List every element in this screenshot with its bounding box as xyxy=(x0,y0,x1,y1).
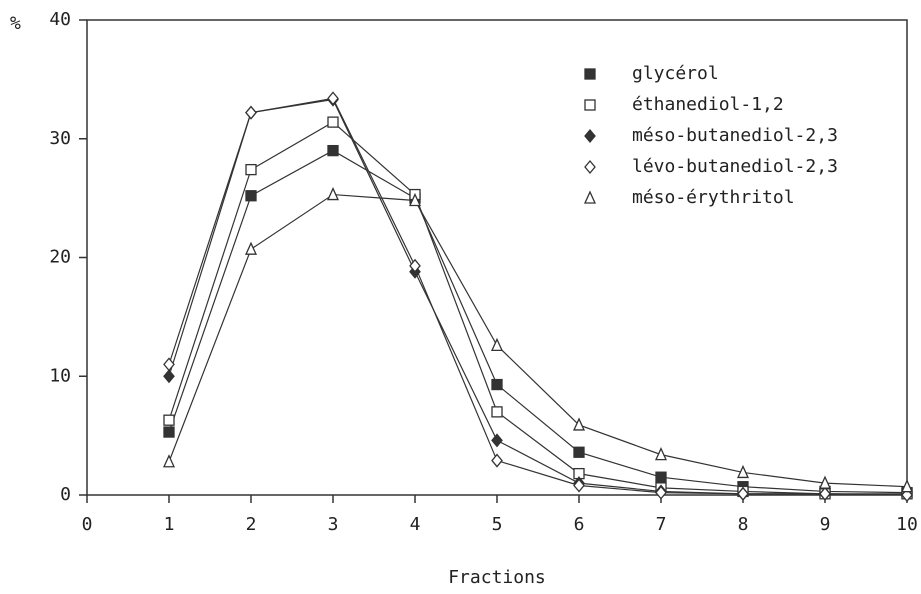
x-tick-label: 10 xyxy=(896,514,918,535)
x-tick-label: 4 xyxy=(410,514,421,535)
marker xyxy=(819,486,831,501)
marker xyxy=(572,417,586,431)
x-tick-label: 1 xyxy=(164,514,175,535)
marker xyxy=(408,192,422,207)
marker xyxy=(655,471,667,483)
legend-marker xyxy=(583,190,597,204)
marker xyxy=(655,485,667,500)
series-line xyxy=(168,149,908,494)
marker xyxy=(245,163,257,176)
marker xyxy=(327,144,339,157)
marker xyxy=(818,475,832,489)
x-tick-label: 5 xyxy=(492,514,503,535)
legend-marker xyxy=(584,128,596,144)
marker xyxy=(326,186,340,201)
y-axis-label: % xyxy=(10,13,21,34)
marker xyxy=(163,369,175,384)
x-tick-label: 8 xyxy=(738,514,749,535)
marker xyxy=(245,190,257,202)
x-tick-label: 9 xyxy=(820,514,831,535)
x-tick-label: 7 xyxy=(656,514,667,535)
marker xyxy=(409,258,421,273)
marker xyxy=(327,91,339,106)
marker xyxy=(163,357,175,372)
y-tick-label: 30 xyxy=(49,128,71,149)
x-tick-label: 6 xyxy=(574,514,585,535)
plot-frame xyxy=(86,19,908,496)
marker xyxy=(245,105,257,120)
x-tick-label: 3 xyxy=(328,514,339,535)
legend-label: lévo-butanediol-2,3 xyxy=(632,156,838,177)
marker xyxy=(737,486,749,501)
series-line xyxy=(168,193,908,488)
marker xyxy=(573,478,585,493)
marker xyxy=(490,337,504,352)
marker xyxy=(327,116,339,128)
marker xyxy=(163,414,175,426)
marker xyxy=(163,426,175,438)
legend-label: glycérol xyxy=(632,63,719,84)
legend-label: méso-érythritol xyxy=(632,187,795,208)
series-line xyxy=(168,97,908,496)
y-tick-label: 0 xyxy=(60,484,71,505)
x-axis-label: Fractions xyxy=(448,567,546,588)
x-tick-label: 0 xyxy=(82,514,93,535)
marker xyxy=(491,453,503,468)
marker xyxy=(654,447,668,461)
marker xyxy=(162,454,176,468)
legend-marker xyxy=(584,99,596,111)
marker xyxy=(900,479,914,493)
y-tick-label: 10 xyxy=(49,365,71,386)
y-tick-label: 20 xyxy=(49,247,71,268)
legend-label: méso-butanediol-2,3 xyxy=(632,125,838,146)
y-tick-label: 40 xyxy=(49,9,71,30)
marker xyxy=(736,464,750,479)
legend-label: éthanediol-1,2 xyxy=(632,94,784,115)
legend-marker xyxy=(584,159,596,175)
x-tick-label: 2 xyxy=(246,514,257,535)
marker xyxy=(491,378,503,391)
marker xyxy=(244,241,258,255)
legend-marker xyxy=(584,68,596,80)
series-line xyxy=(168,121,907,495)
marker xyxy=(491,433,503,448)
marker xyxy=(491,406,503,418)
marker xyxy=(573,446,585,458)
